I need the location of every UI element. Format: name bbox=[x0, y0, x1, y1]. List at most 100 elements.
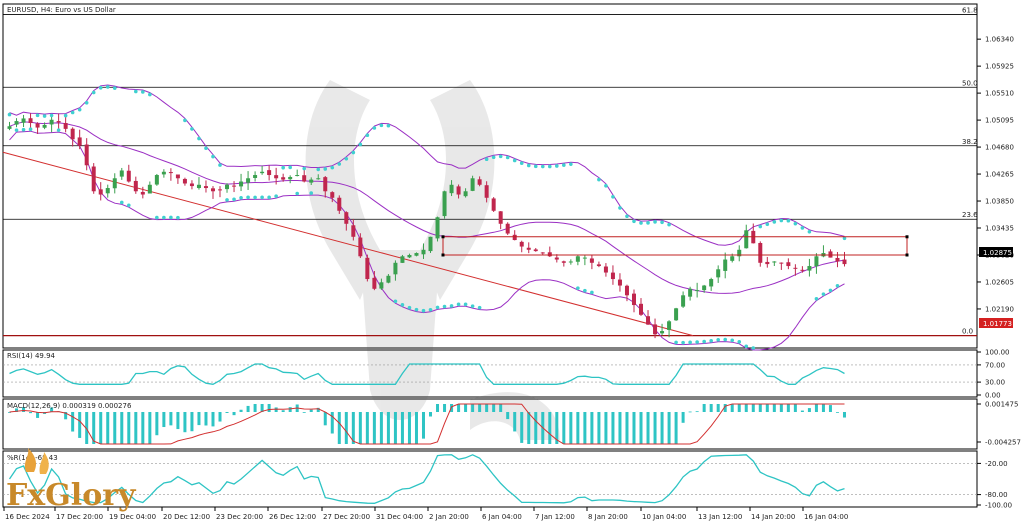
sar-dot bbox=[14, 128, 19, 132]
macd-histogram-bar bbox=[351, 412, 355, 444]
candle-body bbox=[365, 257, 370, 280]
range-box-handle bbox=[905, 235, 909, 239]
time-axis-label: 16 Dec 2024 bbox=[5, 513, 50, 521]
macd-histogram-bar bbox=[695, 411, 699, 413]
sar-dot bbox=[779, 218, 784, 223]
macd-histogram-bar bbox=[106, 412, 110, 444]
price-axis-label: 1.05925 bbox=[985, 63, 1014, 71]
sar-dot bbox=[547, 164, 552, 169]
sar-dot bbox=[449, 304, 454, 308]
sar-dot bbox=[337, 162, 342, 166]
sar-dot bbox=[646, 221, 650, 225]
candle-body bbox=[175, 174, 180, 179]
macd-histogram-bar bbox=[176, 412, 180, 430]
time-axis-label: 19 Dec 04:00 bbox=[109, 513, 156, 521]
candle-body bbox=[730, 256, 735, 261]
candle-body bbox=[723, 259, 728, 271]
candle-body bbox=[667, 321, 672, 330]
macd-histogram-bar bbox=[302, 412, 306, 413]
macd-histogram-bar bbox=[632, 412, 636, 444]
brand-logo: FxGlory bbox=[6, 448, 137, 513]
sar-dot bbox=[519, 161, 524, 166]
rsi-axis-label: 70.00 bbox=[985, 361, 1005, 369]
macd-histogram-bar bbox=[92, 412, 96, 444]
candle-body bbox=[246, 178, 251, 183]
macd-histogram-bar bbox=[436, 404, 440, 412]
sar-dot bbox=[365, 133, 370, 138]
support-price-text: 1.01773 bbox=[983, 320, 1012, 328]
candle-body bbox=[28, 118, 33, 124]
candle-body bbox=[218, 189, 223, 191]
current-price-text: 1.02875 bbox=[983, 249, 1012, 257]
candle-body bbox=[582, 257, 587, 259]
sar-dot bbox=[463, 302, 468, 307]
time-axis-label: 31 Dec 04:00 bbox=[376, 513, 423, 521]
sar-dot bbox=[484, 157, 489, 161]
candle-body bbox=[239, 181, 244, 187]
bollinger-upper bbox=[9, 84, 845, 246]
macd-histogram-bar bbox=[421, 412, 425, 439]
macd-histogram-bar bbox=[457, 404, 461, 412]
sar-dot bbox=[709, 339, 713, 343]
sar-dot bbox=[793, 221, 798, 226]
williams-panel bbox=[2, 450, 978, 508]
macd-histogram-bar bbox=[639, 412, 643, 444]
candle-body bbox=[309, 179, 314, 183]
sar-dot bbox=[288, 165, 292, 170]
candle-body bbox=[267, 170, 272, 176]
macd-histogram-bar bbox=[29, 412, 33, 414]
candle-body bbox=[758, 243, 763, 263]
candle-body bbox=[624, 285, 629, 296]
candle-body bbox=[182, 178, 187, 184]
sar-dot bbox=[618, 206, 622, 210]
candle-body bbox=[21, 118, 26, 123]
macd-histogram-bar bbox=[288, 407, 292, 412]
sar-dot bbox=[169, 215, 173, 220]
rsi-panel bbox=[2, 349, 978, 398]
sar-dot bbox=[505, 155, 510, 160]
macd-histogram-bar bbox=[78, 412, 82, 438]
macd-histogram-bar bbox=[800, 410, 804, 412]
chart-title: EURUSD, H4: Euro vs US Dollar bbox=[7, 6, 116, 14]
candle-body bbox=[561, 261, 566, 263]
macd-histogram-bar bbox=[527, 412, 531, 444]
macd-axis-label: -0.004257 bbox=[985, 439, 1021, 447]
macd-histogram-bar bbox=[688, 411, 692, 413]
sar-dot bbox=[295, 191, 299, 196]
sar-dot bbox=[428, 307, 433, 312]
candle-body bbox=[610, 272, 615, 280]
sar-dot bbox=[604, 183, 608, 188]
macd-histogram-bar bbox=[64, 412, 68, 420]
macd-histogram-bar bbox=[15, 408, 19, 412]
macd-histogram-bar bbox=[372, 412, 376, 444]
bollinger-middle bbox=[9, 121, 845, 294]
macd-histogram-bar bbox=[681, 412, 685, 423]
macd-histogram-bar bbox=[835, 412, 839, 413]
sar-dot bbox=[674, 340, 678, 345]
watermark-logo bbox=[305, 80, 560, 440]
sar-dot bbox=[112, 86, 117, 90]
sar-dot bbox=[632, 219, 636, 224]
macd-histogram-bar bbox=[274, 407, 278, 412]
macd-histogram-bar bbox=[162, 412, 166, 428]
downtrend-line bbox=[2, 151, 694, 337]
sar-dot bbox=[611, 194, 615, 199]
candle-body bbox=[119, 170, 124, 177]
candle-body bbox=[674, 308, 679, 321]
sar-dot bbox=[119, 200, 124, 205]
macd-histogram-bar bbox=[464, 404, 468, 412]
sar-dot bbox=[491, 155, 496, 160]
macd-histogram-bar bbox=[148, 412, 152, 444]
candle-body bbox=[91, 166, 96, 192]
candle-body bbox=[126, 170, 131, 182]
candle-body bbox=[716, 269, 721, 278]
candle-body bbox=[225, 184, 230, 190]
sar-dot bbox=[330, 165, 335, 170]
sar-dot bbox=[828, 288, 833, 293]
sar-dot bbox=[702, 339, 706, 344]
price-axis-label: 1.02605 bbox=[985, 278, 1014, 286]
candle-body bbox=[210, 188, 215, 192]
candle-body bbox=[274, 175, 279, 179]
candle-body bbox=[337, 197, 342, 211]
macd-histogram-bar bbox=[414, 412, 418, 444]
